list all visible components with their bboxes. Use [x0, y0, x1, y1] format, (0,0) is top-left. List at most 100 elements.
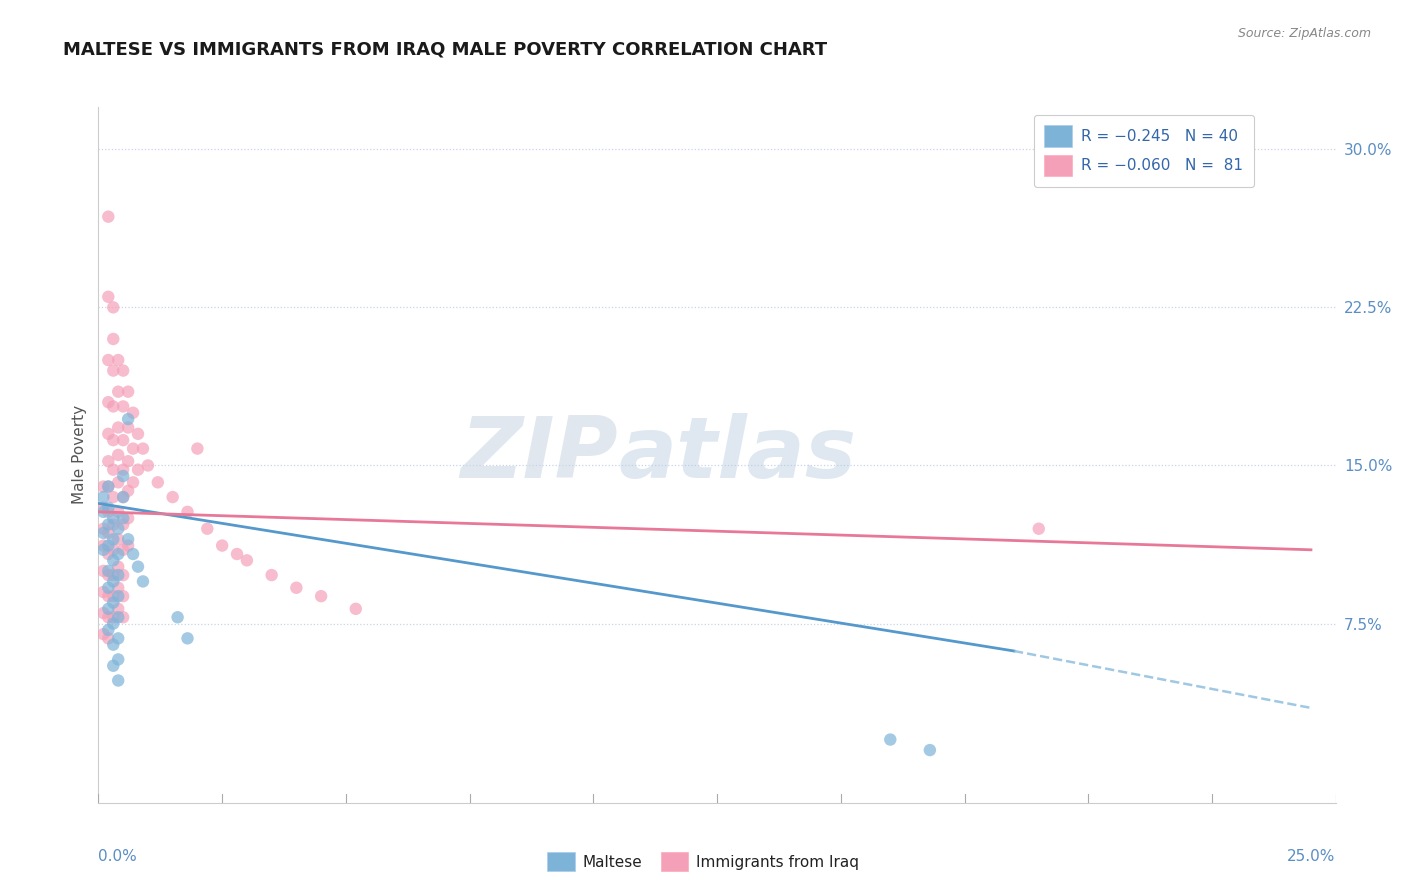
Point: [112, 610, 135, 624]
Point: [107, 420, 129, 434]
Legend: Maltese, Immigrants from Iraq: Maltese, Immigrants from Iraq: [541, 847, 865, 877]
Point: [107, 652, 129, 666]
Point: [103, 363, 125, 377]
Point: [97, 568, 120, 582]
Point: [107, 353, 129, 368]
Point: [176, 632, 198, 646]
Point: [117, 511, 139, 525]
Point: [117, 483, 139, 498]
Point: [226, 547, 249, 561]
Point: [97, 602, 120, 616]
Point: [112, 469, 135, 483]
Point: [103, 542, 125, 557]
Point: [107, 632, 129, 646]
Point: [97, 581, 120, 595]
Point: [127, 559, 149, 574]
Point: [107, 384, 129, 399]
Point: [112, 517, 135, 532]
Text: Source: ZipAtlas.com: Source: ZipAtlas.com: [1237, 27, 1371, 40]
Text: atlas: atlas: [619, 413, 856, 497]
Point: [107, 505, 129, 519]
Point: [112, 363, 135, 377]
Point: [112, 568, 135, 582]
Point: [93, 627, 115, 641]
Point: [97, 454, 120, 468]
Point: [97, 547, 120, 561]
Point: [112, 463, 135, 477]
Point: [97, 395, 120, 409]
Point: [103, 610, 125, 624]
Point: [127, 426, 149, 441]
Point: [344, 602, 367, 616]
Point: [211, 539, 233, 553]
Text: 0.0%: 0.0%: [98, 849, 138, 864]
Point: [97, 517, 120, 532]
Point: [132, 574, 155, 589]
Point: [166, 610, 188, 624]
Point: [122, 442, 145, 456]
Point: [176, 505, 198, 519]
Point: [103, 658, 125, 673]
Point: [112, 490, 135, 504]
Point: [97, 505, 120, 519]
Point: [93, 525, 115, 540]
Point: [162, 490, 184, 504]
Point: [107, 589, 129, 603]
Point: [97, 525, 120, 540]
Point: [107, 602, 129, 616]
Point: [107, 475, 129, 490]
Point: [103, 400, 125, 414]
Point: [236, 553, 259, 567]
Point: [103, 553, 125, 567]
Point: [103, 332, 125, 346]
Y-axis label: Male Poverty: Male Poverty: [72, 405, 87, 505]
Point: [107, 610, 129, 624]
Point: [103, 463, 125, 477]
Point: [97, 623, 120, 637]
Point: [117, 412, 139, 426]
Point: [107, 547, 129, 561]
Point: [93, 505, 115, 519]
Point: [97, 479, 120, 493]
Point: [127, 463, 149, 477]
Point: [97, 426, 120, 441]
Point: [879, 732, 901, 747]
Point: [260, 568, 283, 582]
Point: [107, 522, 129, 536]
Point: [103, 589, 125, 603]
Text: ZIP: ZIP: [460, 413, 619, 497]
Point: [122, 406, 145, 420]
Point: [93, 522, 115, 536]
Point: [103, 517, 125, 532]
Point: [122, 475, 145, 490]
Point: [186, 442, 208, 456]
Point: [97, 500, 120, 515]
Point: [97, 564, 120, 578]
Point: [93, 606, 115, 620]
Point: [93, 479, 115, 493]
Point: [112, 511, 135, 525]
Point: [103, 533, 125, 547]
Point: [97, 632, 120, 646]
Point: [103, 638, 125, 652]
Text: MALTESE VS IMMIGRANTS FROM IRAQ MALE POVERTY CORRELATION CHART: MALTESE VS IMMIGRANTS FROM IRAQ MALE POV…: [63, 40, 827, 58]
Point: [285, 581, 308, 595]
Point: [97, 610, 120, 624]
Point: [103, 433, 125, 447]
Point: [93, 564, 115, 578]
Point: [97, 589, 120, 603]
Point: [112, 400, 135, 414]
Point: [107, 568, 129, 582]
Point: [136, 458, 159, 473]
Point: [195, 522, 218, 536]
Point: [103, 568, 125, 582]
Point: [117, 420, 139, 434]
Point: [107, 533, 129, 547]
Legend: R = −0.245   N = 40, R = −0.060   N =  81: R = −0.245 N = 40, R = −0.060 N = 81: [1033, 115, 1254, 187]
Point: [97, 210, 120, 224]
Point: [146, 475, 169, 490]
Point: [103, 490, 125, 504]
Point: [103, 616, 125, 631]
Point: [93, 542, 115, 557]
Point: [122, 547, 145, 561]
